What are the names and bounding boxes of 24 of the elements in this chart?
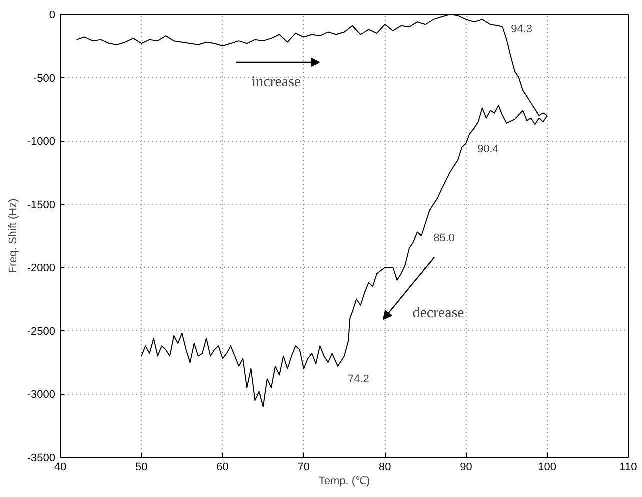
x-tick-label: 90 [460, 462, 472, 474]
annotation: decrease [412, 306, 465, 322]
annotation: 74.2 [348, 373, 370, 386]
annotation: 90.4 [477, 144, 499, 156]
y-tick-label: 0 [49, 10, 56, 22]
annotation: 94.3 [511, 24, 533, 36]
y-tick-label: -2500 [27, 326, 56, 338]
x-tick-label: 110 [620, 462, 638, 474]
x-tick-label: 100 [538, 462, 557, 474]
y-tick-label: -3500 [27, 452, 56, 464]
x-tick-label: 60 [216, 462, 229, 474]
y-tick-label: -2000 [27, 262, 56, 275]
x-tick-label: 40 [54, 462, 67, 474]
x-tick-label: 80 [378, 462, 392, 474]
annotation: increase [252, 74, 302, 90]
annotation: 85.0 [434, 232, 456, 244]
x-axis-title: Temp. (℃) [318, 476, 370, 488]
y-tick-label: -1500 [27, 199, 56, 212]
y-axis-title: Freq. Shift (Hz) [7, 198, 20, 274]
y-tick-label: -500 [33, 72, 56, 85]
x-tick-label: 50 [136, 462, 148, 474]
y-tick-label: -3000 [27, 389, 56, 402]
x-tick-label: 70 [298, 462, 310, 474]
y-tick-label: -1000 [27, 136, 56, 148]
